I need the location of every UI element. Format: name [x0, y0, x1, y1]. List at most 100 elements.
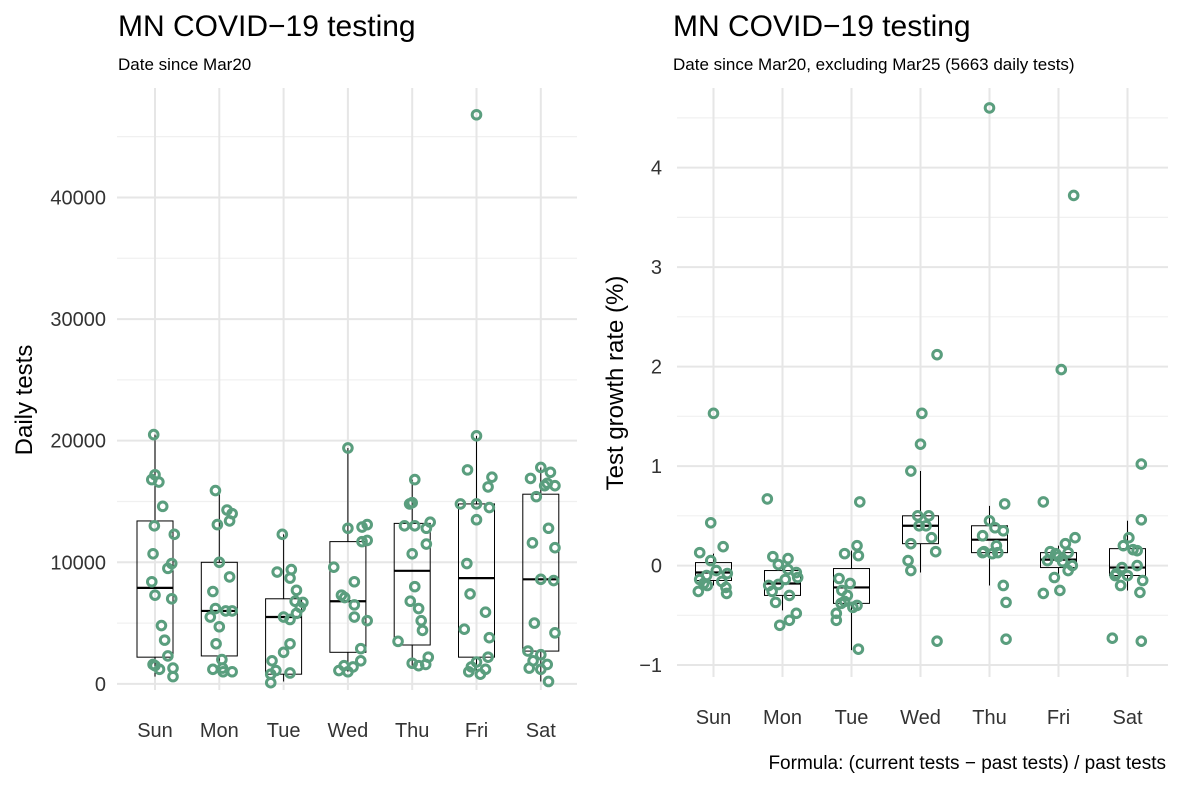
data-point — [773, 619, 786, 632]
data-point — [911, 510, 924, 522]
data-point — [420, 538, 433, 550]
data-point — [210, 637, 222, 650]
data-point — [1131, 559, 1143, 572]
data-point — [271, 566, 283, 578]
data-point — [838, 547, 851, 560]
data-point — [348, 611, 361, 623]
data-point — [486, 471, 498, 483]
data-point — [983, 102, 996, 114]
x-tick-label: Thu — [395, 720, 429, 742]
data-point — [535, 648, 547, 661]
data-point — [464, 588, 476, 600]
data-point — [342, 442, 354, 454]
data-point — [406, 547, 419, 560]
data-point — [479, 606, 492, 618]
data-point — [361, 534, 373, 547]
data-point — [284, 637, 296, 650]
x-tick-label: Wed — [328, 720, 369, 742]
data-point — [710, 564, 723, 577]
data-point — [905, 465, 917, 477]
data-point — [717, 540, 729, 553]
data-point — [929, 545, 942, 558]
data-point — [761, 493, 774, 505]
data-point — [342, 665, 354, 678]
data-point — [277, 646, 290, 659]
y-tick-label: −1 — [639, 655, 662, 677]
data-point — [1117, 539, 1130, 552]
data-point — [1135, 514, 1148, 526]
data-point — [549, 627, 561, 639]
data-point — [1056, 555, 1069, 568]
data-point — [1059, 537, 1072, 550]
data-point — [226, 507, 238, 520]
data-point — [783, 589, 796, 602]
data-point — [701, 579, 714, 592]
data-point — [791, 571, 804, 584]
data-point — [483, 631, 496, 644]
data-point — [916, 407, 928, 420]
data-point — [905, 537, 917, 550]
data-point — [284, 572, 296, 584]
box-wed — [329, 541, 367, 653]
data-point — [976, 546, 989, 559]
data-point — [155, 619, 168, 632]
data-point — [348, 575, 361, 588]
data-point — [462, 665, 475, 678]
data-point — [693, 546, 706, 559]
data-point — [474, 668, 487, 680]
data-point — [348, 599, 361, 611]
data-point — [213, 620, 226, 633]
data-point — [1123, 531, 1135, 544]
data-point — [412, 602, 425, 615]
x-tick-label: Mon — [763, 707, 802, 729]
data-point — [461, 557, 473, 570]
data-point — [830, 614, 843, 627]
y-tick-label: 20000 — [50, 431, 106, 453]
data-point — [1135, 635, 1148, 647]
data-point — [412, 659, 425, 672]
data-point — [276, 528, 289, 541]
x-tick-label: Mon — [200, 720, 239, 742]
data-point — [844, 577, 856, 590]
data-point — [327, 561, 340, 573]
data-point — [158, 634, 171, 646]
data-point — [342, 522, 354, 535]
data-point — [482, 481, 494, 493]
data-point — [535, 573, 547, 586]
data-point — [354, 655, 367, 667]
data-point — [721, 567, 734, 580]
x-tick-label: Sun — [137, 720, 173, 742]
data-point — [1000, 633, 1012, 645]
data-point — [853, 496, 866, 508]
x-tick-label: Fri — [1047, 707, 1070, 729]
y-tick-label: 4 — [651, 158, 662, 180]
data-point — [1000, 596, 1012, 609]
data-point — [361, 518, 373, 531]
y-axis-label: Daily tests — [11, 345, 38, 456]
data-point — [408, 473, 421, 486]
data-point — [406, 496, 419, 509]
data-point — [524, 472, 537, 485]
left-panel: MN COVID−19 testing Date since Mar20 Dai… — [11, 10, 577, 742]
y-tick-label: 10000 — [50, 552, 106, 574]
data-point — [1106, 632, 1119, 644]
data-point — [264, 676, 277, 689]
data-point — [408, 580, 421, 593]
data-point — [168, 528, 181, 541]
data-point — [284, 613, 296, 626]
data-point — [361, 614, 373, 627]
data-point — [976, 529, 989, 542]
data-point — [542, 522, 555, 535]
data-point — [458, 623, 471, 635]
data-point — [1054, 584, 1066, 597]
chart-subtitle: Date since Mar20, excluding Mar25 (5663 … — [673, 55, 1075, 74]
data-point — [772, 558, 785, 571]
data-point — [354, 642, 367, 655]
data-point — [530, 490, 543, 503]
data-point — [1136, 574, 1149, 587]
data-point — [782, 552, 794, 565]
data-point — [920, 519, 932, 532]
data-point — [415, 614, 428, 627]
data-point — [931, 348, 943, 361]
